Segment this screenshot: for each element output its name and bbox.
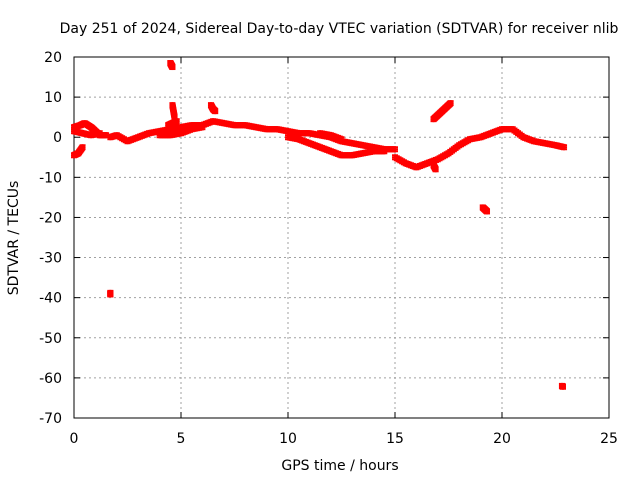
data-point (559, 383, 566, 390)
chart-title: Day 251 of 2024, Sidereal Day-to-day VTE… (60, 21, 619, 37)
x-tick-label: 5 (177, 431, 186, 447)
plot-frame (73, 56, 610, 419)
data-point (484, 208, 491, 215)
y-tick-labels: 20 10 0 -10 -20 -30 -40 -50 -60 -70 (39, 50, 62, 427)
data-point (392, 146, 398, 153)
data-point (561, 144, 568, 151)
data-point (79, 144, 86, 151)
y-tick-label: -30 (39, 251, 62, 267)
x-tick-label: 15 (386, 431, 404, 447)
data-point (169, 64, 176, 71)
data-point (338, 136, 345, 143)
data-point (432, 166, 439, 173)
x-tick-labels: 0 5 10 15 20 25 (70, 431, 618, 447)
y-tick-label: 10 (44, 90, 62, 106)
y-tick-label: -40 (39, 291, 62, 307)
data-points (71, 60, 568, 390)
y-tick-label: 20 (44, 50, 62, 66)
data-point (199, 124, 206, 131)
x-tick-label: 0 (70, 431, 79, 447)
x-axis-label: GPS time / hours (281, 458, 398, 474)
data-point (96, 130, 103, 137)
y-tick-label: -10 (39, 170, 62, 186)
data-point (171, 114, 178, 121)
x-tick-label: 20 (493, 431, 511, 447)
y-axis-label: SDTVAR / TECUs (6, 181, 22, 296)
y-tick-label: -50 (39, 331, 62, 347)
data-point (212, 108, 219, 115)
y-tick-label: -70 (39, 411, 62, 427)
axis-ticks (73, 56, 610, 419)
y-tick-label: -60 (39, 371, 62, 387)
y-tick-label: -20 (39, 210, 62, 226)
y-tick-label: 0 (53, 130, 62, 146)
x-tick-label: 10 (279, 431, 297, 447)
x-tick-label: 25 (600, 431, 618, 447)
grid-lines (74, 57, 609, 418)
data-point (381, 148, 388, 155)
data-point (107, 291, 114, 298)
data-point (447, 100, 454, 107)
